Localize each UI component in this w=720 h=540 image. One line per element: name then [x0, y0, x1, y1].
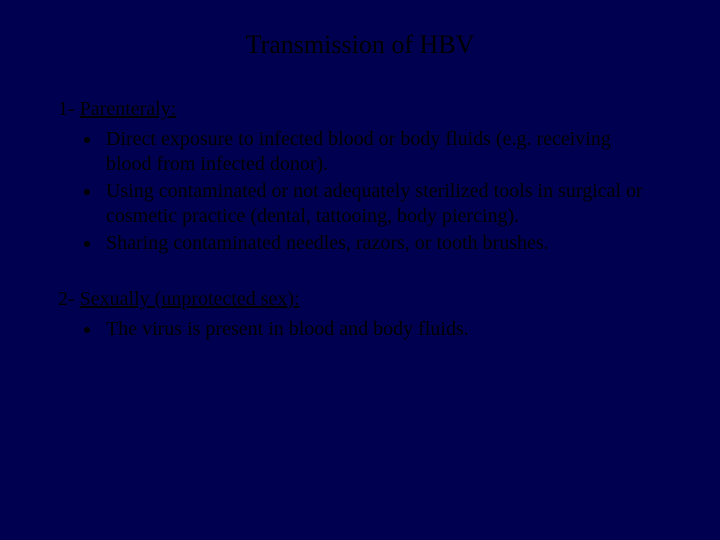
section-1: 1- Parenteraly: Direct exposure to infec…: [50, 98, 670, 256]
list-item: Using contaminated or not adequately ste…: [102, 179, 660, 229]
section-1-heading-text: Parenteraly:: [80, 98, 177, 120]
section-2-heading: 2- Sexually (unprotected sex):: [58, 288, 670, 311]
section-1-heading: 1- Parenteraly:: [58, 98, 670, 121]
slide-container: Transmission of HBV 1- Parenteraly: Dire…: [0, 0, 720, 540]
section-2-heading-text: Sexually (unprotected sex):: [80, 288, 300, 310]
list-item: Sharing contaminated needles, razors, or…: [102, 231, 660, 256]
section-2-bullets: The virus is present in blood and body f…: [102, 317, 660, 342]
section-2-number: 2-: [58, 288, 80, 310]
section-1-bullets: Direct exposure to infected blood or bod…: [102, 127, 660, 256]
section-1-number: 1-: [58, 98, 80, 120]
list-item: Direct exposure to infected blood or bod…: [102, 127, 660, 177]
slide-title: Transmission of HBV: [50, 30, 670, 60]
section-2: 2- Sexually (unprotected sex): The virus…: [50, 288, 670, 342]
list-item: The virus is present in blood and body f…: [102, 317, 660, 342]
